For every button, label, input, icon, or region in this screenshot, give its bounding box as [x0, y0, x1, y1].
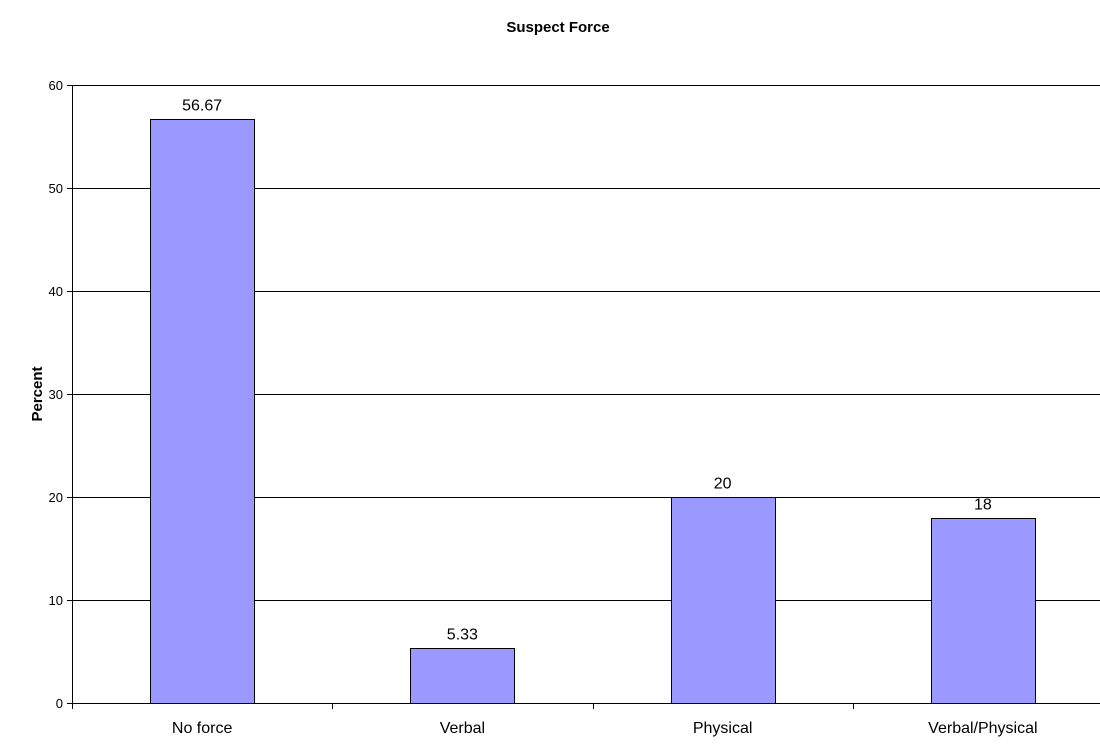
- y-tick-label: 50: [49, 181, 63, 196]
- data-label: 18: [974, 497, 992, 514]
- labels: 0 10 20 30 40 50 60 56.67 No force 5.33 Verbal 20 Ph…: [49, 78, 1038, 737]
- bar: [671, 497, 776, 704]
- data-label: 20: [714, 476, 732, 493]
- y-tick-label: 60: [49, 78, 63, 93]
- x-category-label: Verbal/Physical: [928, 720, 1037, 737]
- axes: [67, 85, 1100, 709]
- data-label: 56.67: [182, 98, 222, 115]
- y-tick-label: 10: [49, 593, 63, 608]
- bar: [410, 648, 515, 704]
- chart-title: Suspect Force: [506, 19, 609, 36]
- y-tick-label: 40: [49, 284, 63, 299]
- y-tick-label: 0: [56, 696, 63, 711]
- x-category-label: Verbal: [440, 720, 485, 737]
- data-label: 5.33: [447, 627, 478, 644]
- y-axis-title: Percent: [29, 366, 46, 421]
- y-tick-label: 20: [49, 490, 63, 505]
- bar: [931, 518, 1036, 704]
- bar: [150, 119, 255, 704]
- y-tick-label: 30: [49, 387, 63, 402]
- bars: [150, 119, 1036, 704]
- x-category-label: No force: [172, 720, 233, 737]
- x-category-label: Physical: [693, 720, 753, 737]
